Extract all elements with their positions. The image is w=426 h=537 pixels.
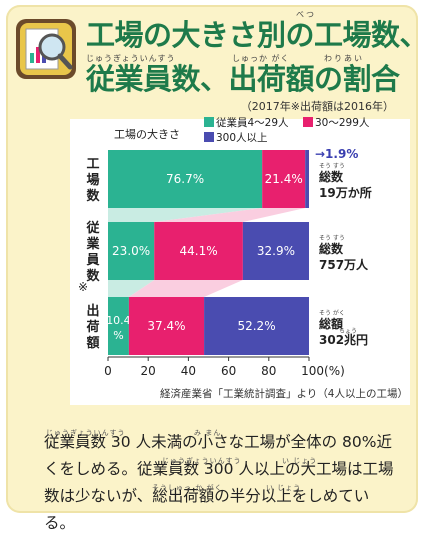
total-value: 302兆円 <box>319 332 368 347</box>
x-tick-label: 100(%) <box>301 364 345 378</box>
total-value-ruby: ちょう <box>339 328 357 335</box>
x-tick-label: 20 <box>141 364 156 378</box>
bar-segment <box>204 297 309 355</box>
total-ruby: そう すう <box>319 163 345 170</box>
legend-title: 工場の大きさ <box>114 127 180 141</box>
data-label: 37.4% <box>147 319 185 333</box>
bar-segment <box>305 150 309 208</box>
data-label: % <box>113 329 123 342</box>
title-ruby-wariai: わりあい <box>324 54 364 63</box>
x-tick-label: 60 <box>221 364 236 378</box>
total-label: 総額 <box>319 316 343 331</box>
category-label: 数 <box>86 188 100 204</box>
summary-ruby-6: い じょう <box>266 484 302 492</box>
x-tick-label: 0 <box>104 364 112 378</box>
bar-segment <box>108 150 263 208</box>
total-label: 総数 <box>319 169 344 184</box>
data-label: 23.0% <box>112 244 150 258</box>
x-tick-label: 40 <box>181 364 196 378</box>
summary-ruby-3: じゅうぎょういんすう <box>162 457 242 465</box>
stacked-bar-chart: 工場の大きさ 従業員4〜29人 30〜299人 300人以上 76.7% 21.4% →1.… <box>70 116 410 405</box>
connector-band <box>154 208 306 222</box>
summary-line-1: 従業員数 30 人未満の小さな工場が全体の 80%近 <box>44 433 392 451</box>
connector-band <box>108 208 263 222</box>
category-label: 数 <box>86 268 100 284</box>
page-title-line1: 工場の大きさ別の工場数、 <box>86 18 426 52</box>
info-card: べつ 工場の大きさ別の工場数、 じゅうぎょういんすう しゅっか がく わりあい … <box>6 5 426 532</box>
legend-swatch <box>303 117 313 127</box>
title-ruby-shukkagaku: しゅっか がく <box>232 54 290 63</box>
summary-text: じゅうぎょういんすう み まん 従業員数 30 人未満の小さな工場が全体の 80… <box>44 429 394 537</box>
legend-swatch <box>204 132 214 142</box>
magnifier-report-icon <box>16 19 76 79</box>
connector-band <box>108 280 155 297</box>
legend-swatch <box>204 117 214 127</box>
data-label: 32.9% <box>257 244 295 258</box>
x-tick-label: 80 <box>261 364 276 378</box>
category-label: 荷 <box>85 319 99 335</box>
total-value: 19万か所 <box>319 185 372 200</box>
category-label: 従 <box>85 220 99 236</box>
source-note: 経済産業省「工業統計調査」より（4人以上の工場） <box>160 387 408 400</box>
legend-label: 300人以上 <box>216 132 268 144</box>
title-ruby-juugyouinsuu: じゅうぎょういんすう <box>86 54 176 63</box>
data-label: →1.9% <box>315 147 358 161</box>
page-title-line2: 従業員数、出荷額の割合 <box>86 62 400 96</box>
connector-band <box>128 280 243 297</box>
bar-segment <box>108 297 129 355</box>
summary-ruby-2: み まん <box>194 429 222 437</box>
category-label: 工 <box>86 157 99 172</box>
bar-segment <box>262 150 306 208</box>
data-label: 76.7% <box>166 172 204 186</box>
category-label: 員 <box>85 253 99 268</box>
summary-ruby-5: そうしゅっ か がく <box>152 484 223 492</box>
bar-segment <box>128 297 205 355</box>
legend-label: 従業員4〜29人 <box>216 116 289 129</box>
bar-segment <box>154 222 243 280</box>
legend-label: 30〜299人 <box>315 117 370 129</box>
data-label: 52.2% <box>237 319 275 333</box>
year-note: （2017年※出荷額は2016年） <box>240 100 394 113</box>
total-value: 757万人 <box>319 257 369 272</box>
category-prefix: ※ <box>78 280 88 294</box>
total-label: 総数 <box>319 241 344 256</box>
total-ruby: そう がく <box>319 309 345 317</box>
summary-ruby-4: い じょう <box>282 457 318 465</box>
category-label: 業 <box>85 236 100 252</box>
category-label: 場 <box>86 172 99 188</box>
data-label: 44.1% <box>179 244 217 258</box>
title-ruby-betsu: べつ <box>296 10 316 19</box>
bar-segment <box>242 222 309 280</box>
total-ruby: そう すう <box>319 235 345 242</box>
data-label: 21.4% <box>265 172 303 186</box>
category-label: 額 <box>85 335 99 351</box>
data-label: 10.4 <box>106 314 131 327</box>
summary-line-2: くをしめる。従業員数 300 人以上の大工場は工場 <box>44 460 394 478</box>
category-label: 出 <box>86 303 99 319</box>
bar-segment <box>108 222 155 280</box>
summary-ruby-1: じゅうぎょういんすう <box>46 429 126 437</box>
